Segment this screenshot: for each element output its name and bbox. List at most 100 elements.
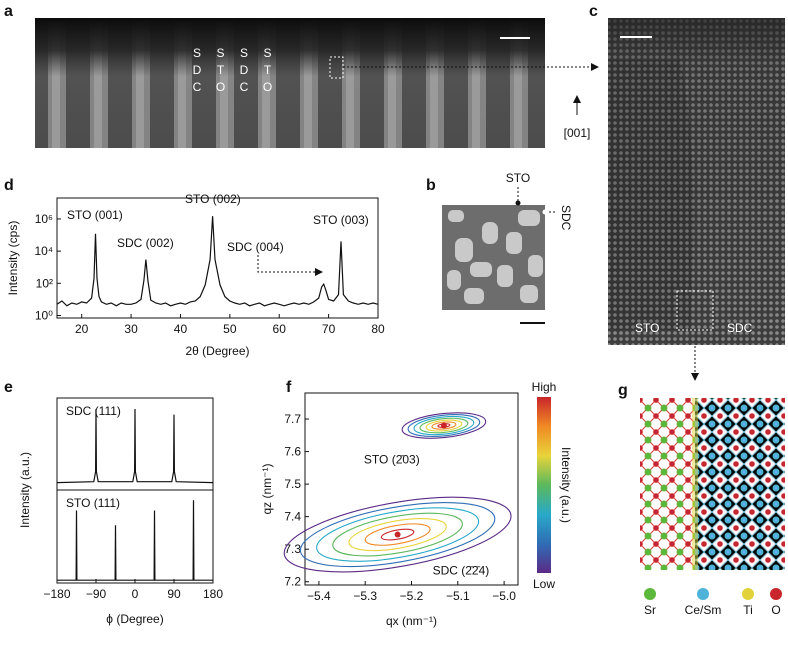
plot-frame [56,197,379,319]
panel-label: a [4,3,13,20]
colorbar-label: Intensity (a.u.) [559,447,573,523]
legend-label: Sr [644,603,656,617]
contour [299,502,496,568]
layer-letter: T [264,63,272,77]
layer-letter: D [193,63,202,77]
x-tick-label: 90 [167,587,181,601]
legend-label: Ce/Sm [685,603,722,617]
image-label: STO [635,321,659,335]
contour [332,512,463,557]
sdc-structure [695,398,785,570]
panel-label: f [286,379,292,396]
peak-annotation: STO (002) [185,192,241,206]
y-tick-label: 7.5 [284,477,301,491]
panel-label: g [618,382,628,399]
contour [380,528,415,541]
x-tick-label: −5.2 [400,589,424,603]
x-tick-label: 80 [371,322,385,336]
panel-label: c [589,3,598,20]
x-tick-label: −5.3 [353,589,377,603]
legend-label: O [771,603,780,617]
x-tick-label: 50 [223,322,237,336]
sto-structure [640,398,695,570]
y-tick-label: 7.7 [284,412,301,426]
colorbar-low: Low [533,577,555,591]
contour [419,417,469,434]
peak-label: SDC (2̄2̄4) [433,564,490,578]
x-tick-label: −5.0 [492,589,516,603]
contour [364,523,431,546]
series-label: STO (111) [66,496,120,510]
layer-letter: S [240,46,248,60]
colorbar-high: High [532,380,557,394]
layer-letter: O [263,80,272,94]
y-tick-label: 7.3 [284,542,301,556]
legend-swatch [742,588,754,600]
layer-letter: S [216,46,224,60]
legend-swatch [697,588,709,600]
peak-center [394,531,401,538]
contour [431,421,457,430]
x-tick-label: −5.4 [307,589,331,603]
peak-annotation: STO (001) [67,208,123,222]
data-line [56,408,214,484]
panel-label: b [426,177,436,194]
data-line [56,216,379,307]
contour [425,419,463,432]
x-tick-label: 30 [124,322,138,336]
layer-letter: C [240,80,249,94]
peak-annotation: STO (003) [313,213,369,227]
contour [413,415,475,436]
colorbar [537,397,551,573]
x-tick-label: −180 [43,587,70,601]
contour [348,518,447,552]
legend-swatch [770,588,782,600]
layer-letter: T [217,63,225,77]
zoom-box [676,290,714,331]
y-tick-label: 7.4 [284,510,301,524]
layer-letter: S [263,46,271,60]
y-tick-label: 10² [36,276,53,290]
legend-swatch [644,588,656,600]
contour [316,507,480,562]
image-label: STO [506,171,530,185]
panel-label: d [4,177,14,194]
x-tick-label: 60 [273,322,287,336]
x-tick-label: 0 [132,587,139,601]
data-line [57,500,213,581]
contour [407,414,481,437]
y-axis-label: qz (nm⁻¹) [260,463,274,514]
panel-label: e [4,379,13,396]
x-tick-label: 40 [174,322,188,336]
peak-label: STO (2̄03) [364,453,420,467]
y-tick-label: 10⁰ [35,309,53,323]
image-shade [608,18,785,345]
y-tick-label: 7.6 [284,445,301,459]
image-shade [35,18,545,148]
image-label: SDC [727,321,753,335]
pillars [447,210,543,304]
x-axis-label: qx (nm⁻¹) [386,614,437,628]
interface [692,398,698,570]
image-label: SDC [559,205,573,231]
legend-label: Ti [743,603,753,617]
contour [283,496,512,573]
peak-annotation: SDC (002) [117,236,174,250]
annotation-arrow [257,255,323,276]
y-axis-label: Intensity (cps) [6,221,20,296]
layer-letter: S [193,46,201,60]
x-tick-label: 20 [75,322,89,336]
direction-label: [001] [564,126,591,140]
peak-center [440,422,447,429]
y-axis-label: Intensity (a.u.) [18,452,32,528]
interface-shade [608,60,694,330]
layer-letter: C [193,80,202,94]
x-tick-label: 70 [322,322,336,336]
layer-letter: O [216,80,225,94]
series-label: SDC (111) [66,404,121,418]
contour [401,412,487,439]
x-axis-label: 2θ (Degree) [185,344,249,358]
marker [515,200,521,206]
